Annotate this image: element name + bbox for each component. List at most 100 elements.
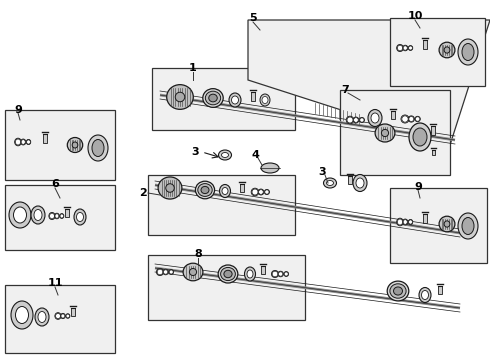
Ellipse shape (205, 91, 221, 105)
Ellipse shape (403, 219, 408, 225)
Ellipse shape (397, 219, 403, 225)
FancyBboxPatch shape (390, 188, 487, 263)
Ellipse shape (156, 269, 164, 276)
Polygon shape (152, 68, 295, 130)
Ellipse shape (444, 221, 450, 227)
Ellipse shape (15, 138, 22, 146)
Ellipse shape (284, 272, 288, 276)
Ellipse shape (259, 190, 263, 194)
Text: 10: 10 (407, 11, 423, 21)
Ellipse shape (403, 45, 408, 51)
Ellipse shape (9, 202, 31, 228)
Ellipse shape (272, 271, 278, 277)
Ellipse shape (49, 212, 55, 220)
Ellipse shape (224, 270, 232, 278)
Ellipse shape (183, 263, 203, 281)
Ellipse shape (356, 178, 364, 188)
Text: 3: 3 (191, 147, 199, 157)
Ellipse shape (284, 271, 289, 276)
Ellipse shape (167, 85, 193, 109)
FancyBboxPatch shape (71, 308, 75, 316)
Ellipse shape (35, 308, 49, 326)
Ellipse shape (264, 189, 270, 194)
Ellipse shape (66, 314, 70, 318)
FancyBboxPatch shape (5, 185, 115, 250)
Ellipse shape (444, 47, 450, 53)
Ellipse shape (354, 118, 358, 122)
Ellipse shape (371, 113, 379, 123)
Ellipse shape (72, 142, 78, 148)
Ellipse shape (203, 89, 223, 107)
Ellipse shape (220, 185, 230, 198)
FancyBboxPatch shape (251, 91, 255, 100)
Text: 7: 7 (341, 85, 349, 95)
Ellipse shape (60, 313, 65, 319)
Ellipse shape (390, 284, 406, 298)
Ellipse shape (221, 153, 228, 158)
Ellipse shape (74, 209, 86, 225)
Ellipse shape (396, 44, 403, 51)
Text: 1: 1 (189, 63, 197, 73)
Ellipse shape (175, 92, 185, 102)
Ellipse shape (11, 301, 33, 329)
Ellipse shape (262, 96, 268, 104)
Ellipse shape (387, 281, 409, 301)
Ellipse shape (251, 188, 259, 196)
Text: 8: 8 (194, 249, 202, 259)
FancyBboxPatch shape (261, 266, 265, 274)
Ellipse shape (222, 188, 228, 194)
Polygon shape (248, 20, 490, 145)
Ellipse shape (353, 117, 359, 123)
Ellipse shape (55, 312, 61, 319)
Ellipse shape (323, 178, 337, 188)
Ellipse shape (360, 118, 364, 122)
Ellipse shape (169, 270, 173, 274)
Ellipse shape (55, 214, 59, 218)
Ellipse shape (408, 220, 413, 225)
Polygon shape (148, 175, 295, 235)
Ellipse shape (190, 269, 196, 275)
Ellipse shape (359, 117, 365, 122)
Ellipse shape (347, 117, 353, 123)
Ellipse shape (439, 216, 455, 232)
Ellipse shape (157, 269, 163, 275)
Ellipse shape (409, 117, 414, 121)
Ellipse shape (201, 186, 209, 194)
Text: 9: 9 (414, 182, 422, 192)
Ellipse shape (409, 220, 413, 224)
Ellipse shape (92, 140, 104, 157)
Ellipse shape (260, 94, 270, 106)
Ellipse shape (261, 163, 279, 173)
Ellipse shape (169, 270, 173, 274)
Ellipse shape (15, 139, 21, 145)
Ellipse shape (346, 116, 354, 124)
Ellipse shape (462, 217, 474, 234)
Ellipse shape (413, 128, 427, 146)
Ellipse shape (458, 213, 478, 239)
Ellipse shape (218, 265, 238, 283)
Ellipse shape (462, 44, 474, 60)
Ellipse shape (245, 267, 255, 281)
Ellipse shape (55, 313, 60, 319)
Ellipse shape (158, 177, 182, 199)
FancyBboxPatch shape (43, 134, 47, 143)
Ellipse shape (381, 129, 389, 136)
Ellipse shape (403, 220, 407, 224)
Ellipse shape (231, 96, 239, 104)
FancyBboxPatch shape (240, 184, 244, 192)
Text: 4: 4 (251, 150, 259, 160)
Ellipse shape (14, 207, 26, 223)
Ellipse shape (209, 94, 217, 102)
Polygon shape (340, 90, 450, 175)
FancyBboxPatch shape (348, 176, 352, 184)
Ellipse shape (16, 306, 28, 324)
Ellipse shape (258, 189, 264, 195)
Ellipse shape (49, 213, 54, 219)
Ellipse shape (353, 175, 367, 192)
Ellipse shape (76, 212, 83, 221)
Ellipse shape (247, 270, 253, 278)
Ellipse shape (419, 288, 431, 302)
Ellipse shape (21, 140, 25, 144)
Ellipse shape (409, 46, 413, 50)
Ellipse shape (408, 46, 413, 50)
